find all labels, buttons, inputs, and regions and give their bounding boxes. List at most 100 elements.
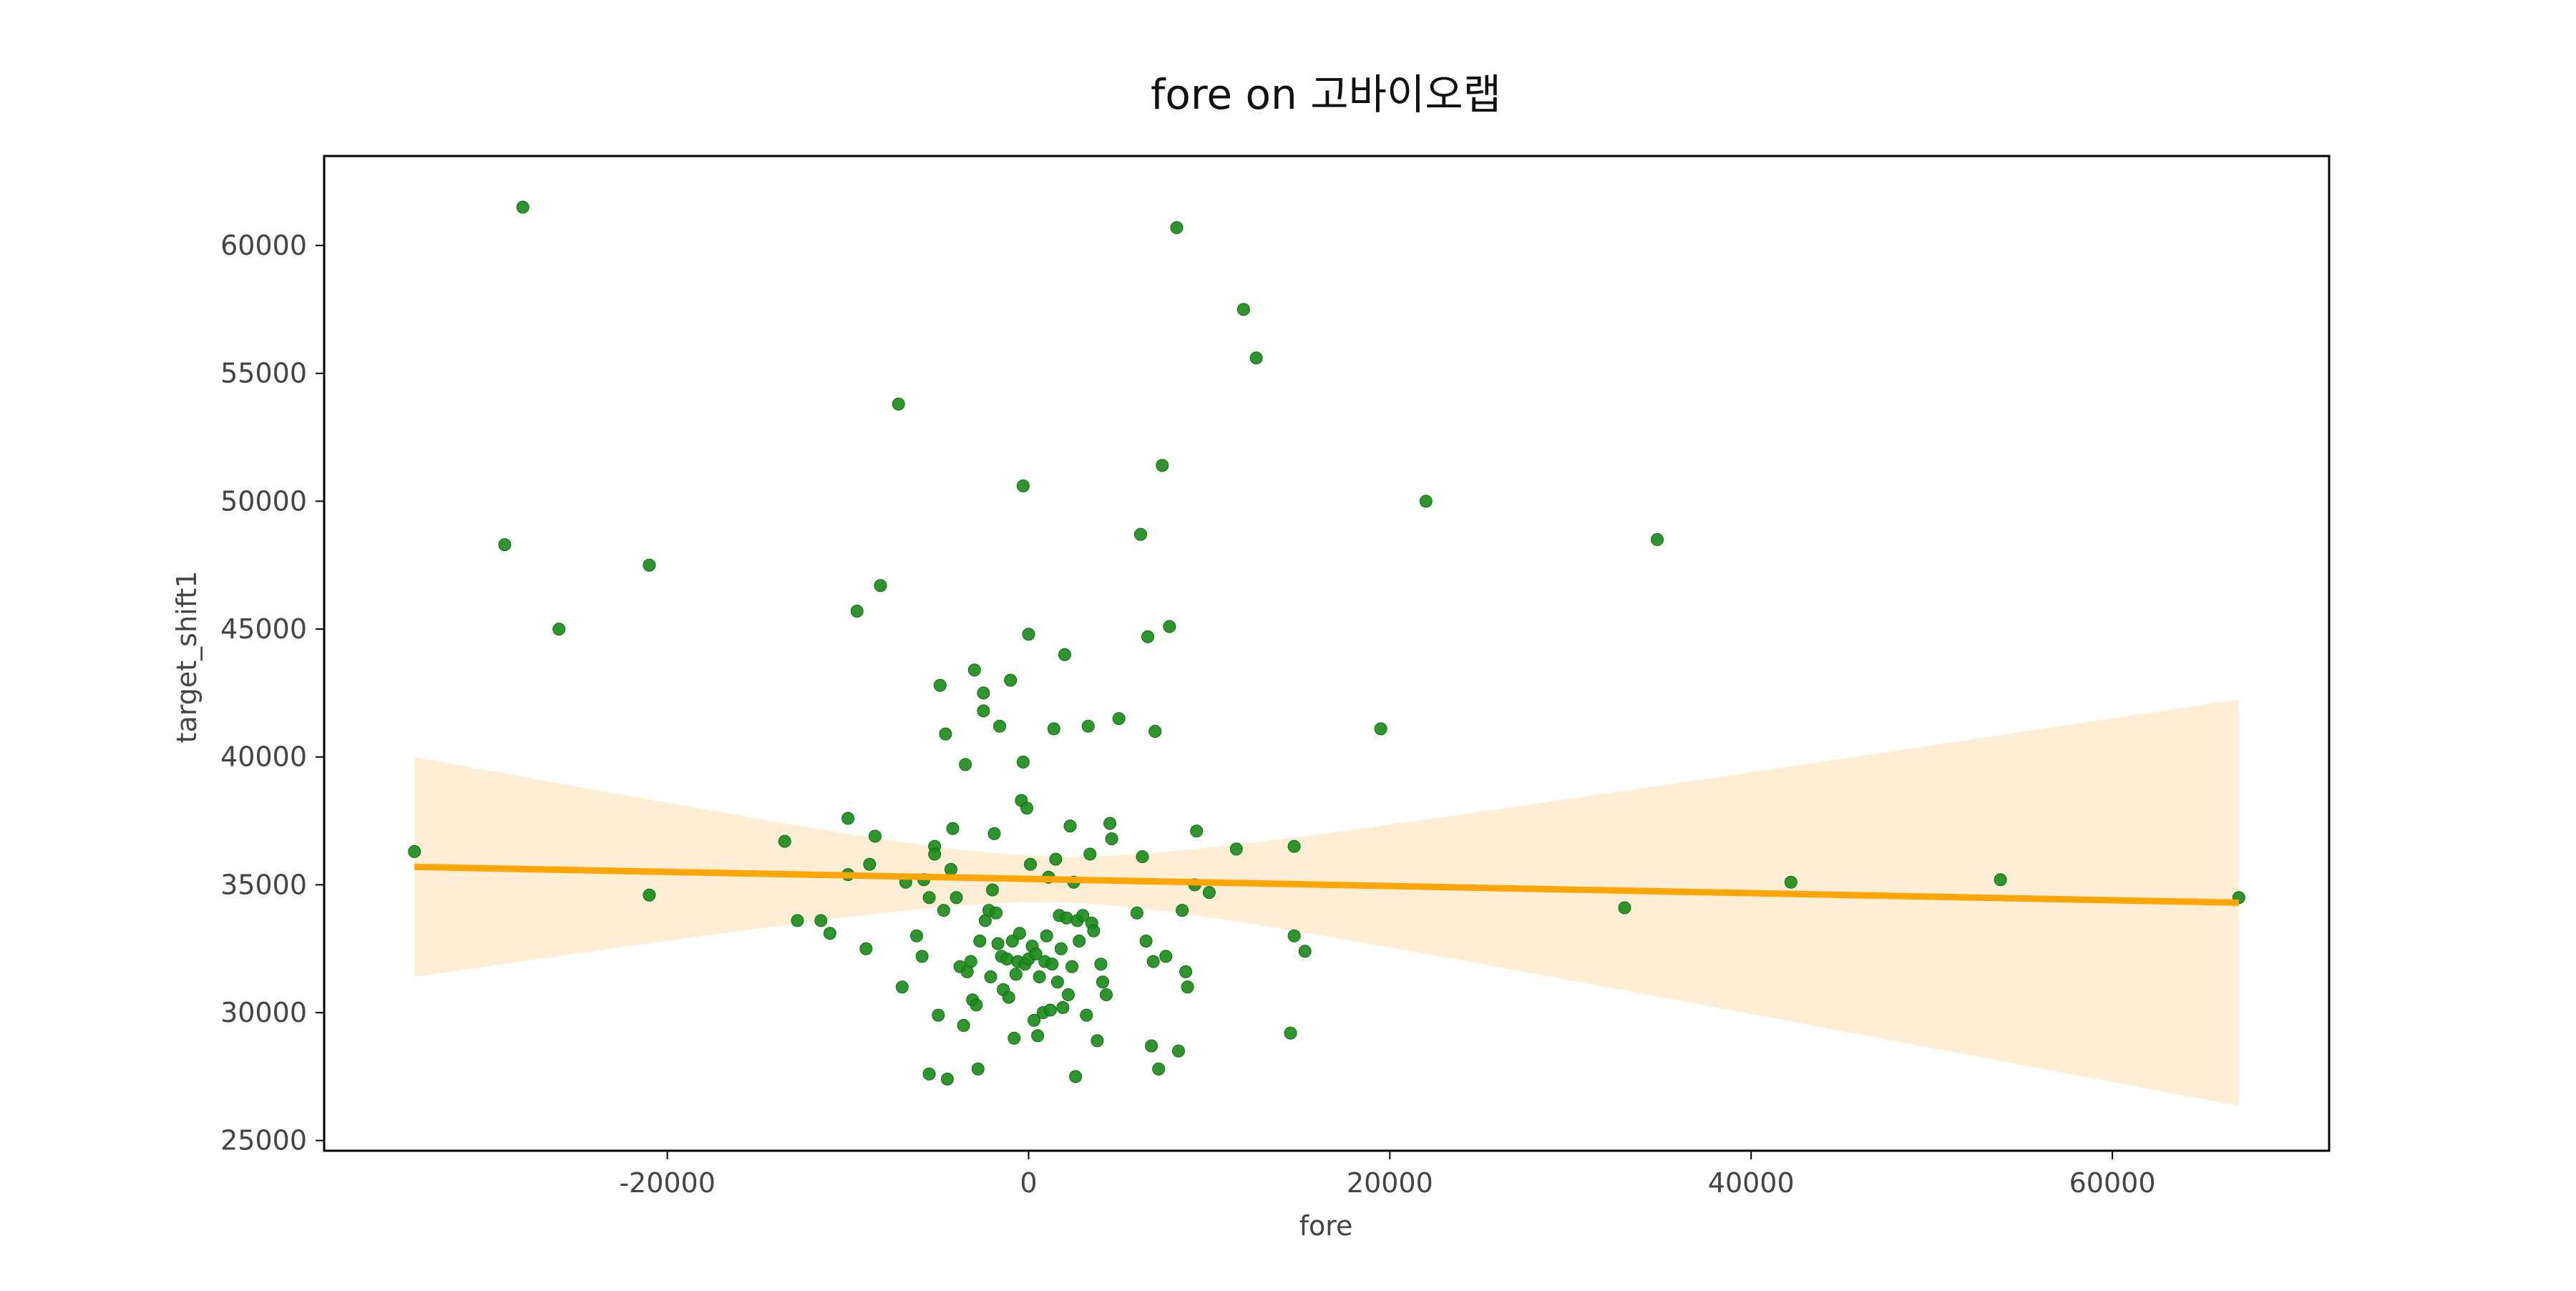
y-axis-ticks: 25000 30000 35000 40000 45000 50000 55000 60000 [220, 230, 324, 1156]
data-point [991, 937, 1005, 950]
data-point [863, 857, 877, 871]
data-point [498, 538, 512, 552]
data-point [823, 927, 836, 940]
data-point [1136, 850, 1149, 864]
data-point [971, 1062, 985, 1076]
data-point [977, 686, 990, 700]
data-point [987, 827, 1001, 840]
data-point [1148, 725, 1162, 738]
data-point [1073, 935, 1086, 947]
data-point [964, 955, 977, 968]
data-point [850, 605, 864, 618]
data-point [1284, 1026, 1297, 1040]
data-point [1419, 495, 1433, 508]
data-point [1190, 824, 1204, 838]
data-point [1094, 958, 1108, 971]
data-point [1287, 839, 1301, 853]
data-point [939, 727, 952, 741]
data-point [1022, 628, 1035, 641]
data-point [957, 1018, 970, 1032]
data-point [1058, 648, 1071, 661]
x-tick-label: 0 [1020, 1167, 1037, 1199]
data-point [915, 950, 929, 963]
data-point [1103, 817, 1117, 830]
data-point [1024, 857, 1037, 871]
data-point [1236, 303, 1250, 316]
data-point [643, 888, 656, 902]
data-point [1170, 221, 1184, 235]
data-point [973, 935, 987, 947]
x-axis-ticks: -20000 0 20000 40000 60000 [619, 1151, 2156, 1199]
data-point [1156, 459, 1169, 472]
data-point [1179, 965, 1193, 978]
data-point [1096, 975, 1109, 989]
y-tick-label: 50000 [220, 485, 307, 517]
data-point [1050, 975, 1064, 989]
data-point [1049, 852, 1063, 866]
data-point [1298, 945, 1312, 958]
data-point [1060, 911, 1073, 925]
y-tick-label: 30000 [220, 997, 307, 1028]
data-point [1146, 955, 1160, 968]
data-point [1016, 755, 1030, 769]
data-point [874, 579, 887, 593]
data-point [1004, 673, 1018, 687]
data-point [959, 758, 972, 771]
data-point [1287, 929, 1301, 942]
data-point [1105, 832, 1118, 846]
data-point [1013, 927, 1026, 940]
data-point [1029, 947, 1043, 960]
data-point [1651, 533, 1664, 546]
data-point [940, 1072, 954, 1086]
data-point [1031, 1029, 1045, 1043]
data-point [1139, 935, 1153, 947]
data-point [1145, 1039, 1158, 1053]
data-point [859, 942, 873, 955]
data-point [1063, 819, 1077, 833]
data-point [1134, 527, 1147, 541]
data-point [1076, 909, 1090, 922]
data-point [993, 719, 1007, 733]
data-point [910, 929, 923, 942]
data-point [967, 663, 981, 677]
data-point [552, 623, 566, 636]
data-point [1009, 968, 1023, 981]
data-point [868, 829, 882, 843]
data-point [643, 558, 656, 572]
data-point [1159, 950, 1173, 963]
data-point [1062, 988, 1075, 1001]
data-point [1784, 875, 1797, 889]
data-point [1081, 719, 1095, 733]
data-point [778, 834, 791, 848]
data-point [1065, 960, 1079, 973]
y-tick-label: 60000 [220, 230, 307, 261]
chart-title: fore on 고바이오랩 [1151, 70, 1501, 119]
data-point [1130, 906, 1143, 920]
data-point [1091, 1034, 1104, 1048]
confidence-band-layer [414, 699, 2239, 1106]
data-point [516, 200, 530, 214]
x-tick-label: 20000 [1347, 1167, 1433, 1199]
y-tick-label: 25000 [220, 1125, 307, 1156]
data-point [932, 1008, 945, 1022]
data-point [1054, 942, 1068, 955]
x-axis-label: fore [1299, 1210, 1353, 1242]
data-point [928, 847, 942, 861]
regression-line-layer [414, 863, 2239, 906]
data-point [1083, 847, 1097, 861]
data-point [1229, 842, 1243, 856]
y-tick-label: 55000 [220, 358, 307, 389]
x-tick-label: 40000 [1708, 1167, 1795, 1199]
data-points-layer [408, 200, 2245, 1086]
data-point [1202, 886, 1216, 900]
y-tick-label: 40000 [220, 741, 307, 773]
data-point [841, 812, 855, 825]
data-point [814, 914, 828, 927]
y-axis-label: target_shift1 [171, 571, 203, 744]
confidence-band [414, 699, 2239, 1106]
data-point [986, 883, 999, 897]
y-tick-label: 35000 [220, 869, 307, 900]
data-point [1028, 1013, 1041, 1027]
